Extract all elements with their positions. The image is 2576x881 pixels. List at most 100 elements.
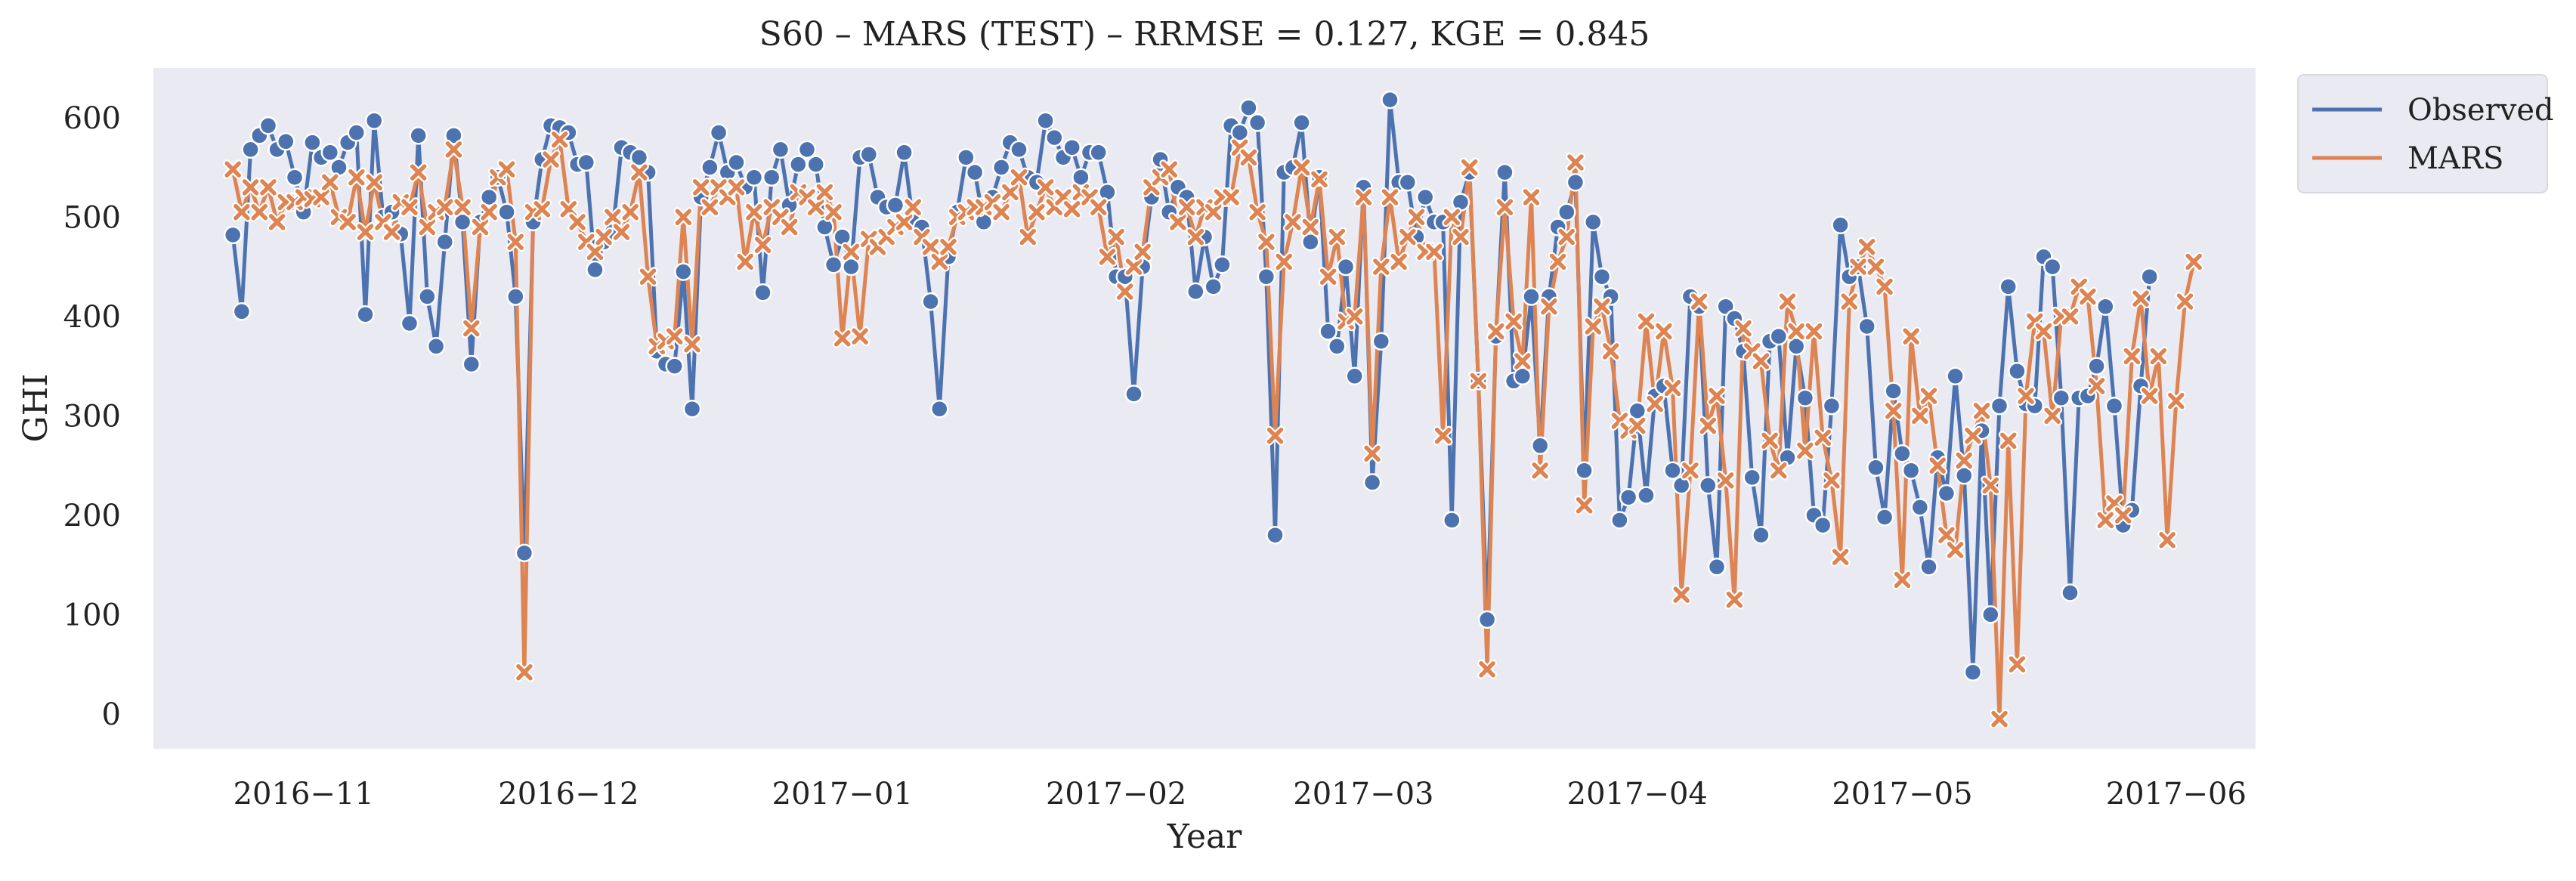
data-point-mars xyxy=(611,222,632,243)
data-point-mars xyxy=(806,197,826,218)
data-point-mars xyxy=(1671,585,1692,605)
data-point-mars xyxy=(779,217,799,237)
data-point-observed xyxy=(2043,257,2062,277)
data-point-observed xyxy=(1707,558,1727,577)
data-point-observed xyxy=(400,314,419,333)
data-point-observed xyxy=(682,399,702,419)
data-point-observed xyxy=(479,187,499,207)
data-point-mars xyxy=(1442,207,1462,227)
data-point-mars xyxy=(1662,378,1683,398)
data-point-observed xyxy=(1769,326,1789,346)
data-point-observed xyxy=(2052,388,2071,407)
data-point-mars xyxy=(620,202,641,222)
data-point-mars xyxy=(461,318,481,338)
data-point-mars xyxy=(1627,416,1647,436)
data-point-mars xyxy=(1653,321,1674,342)
data-point-mars xyxy=(1945,539,1965,560)
data-point-mars xyxy=(2033,321,2054,342)
data-point-mars xyxy=(1009,167,1029,187)
data-point-mars xyxy=(903,197,923,218)
data-point-observed xyxy=(1072,168,1090,187)
data-point-observed xyxy=(744,168,764,187)
data-point-observed xyxy=(674,262,693,281)
series-markers xyxy=(223,90,2204,729)
data-point-mars xyxy=(2060,306,2080,326)
data-point-observed xyxy=(1866,458,1885,478)
data-point-observed xyxy=(2104,396,2124,416)
data-point-observed xyxy=(1371,332,1391,351)
data-point-observed xyxy=(771,140,790,159)
data-point-observed xyxy=(797,140,817,159)
data-point-mars xyxy=(320,172,340,193)
data-point-mars xyxy=(1274,252,1294,272)
data-point-mars xyxy=(1477,659,1498,679)
y-axis-label: GHI xyxy=(17,374,55,443)
data-point-mars xyxy=(726,177,747,197)
data-point-mars xyxy=(364,172,385,193)
y-tick-label: 100 xyxy=(63,598,121,632)
data-point-mars xyxy=(1928,456,1948,476)
data-point-mars xyxy=(1450,227,1470,247)
x-tick-label: 2016−12 xyxy=(498,777,639,811)
data-point-mars xyxy=(1512,351,1532,372)
data-point-mars xyxy=(673,207,694,227)
data-point-mars xyxy=(1186,227,1206,247)
data-point-mars xyxy=(434,197,455,218)
data-point-mars xyxy=(1406,207,1427,227)
data-point-mars xyxy=(1804,321,1824,342)
data-point-observed xyxy=(1671,476,1691,495)
data-point-observed xyxy=(753,283,772,302)
y-tick-label: 600 xyxy=(63,101,121,136)
data-point-observed xyxy=(2061,583,2080,602)
data-point-observed xyxy=(347,123,366,142)
data-point-observed xyxy=(426,337,446,356)
data-point-observed xyxy=(329,158,348,177)
data-point-observed xyxy=(515,543,534,563)
data-point-observed xyxy=(1530,436,1550,456)
data-point-mars xyxy=(338,212,358,232)
data-point-mars xyxy=(1636,311,1656,332)
data-point-mars xyxy=(1689,292,1709,312)
x-tick-label: 2017−06 xyxy=(2106,777,2247,811)
data-point-mars xyxy=(1883,400,1903,421)
legend-label-observed: Observed xyxy=(2407,93,2554,128)
data-point-mars xyxy=(850,326,871,347)
data-point-mars xyxy=(1026,202,1047,222)
x-axis-label: Year xyxy=(1167,818,1242,856)
data-point-observed xyxy=(1362,473,1382,492)
data-point-mars xyxy=(1521,187,1542,207)
data-point-mars xyxy=(532,199,552,219)
y-tick-label: 500 xyxy=(63,200,121,235)
data-point-mars xyxy=(2095,510,2116,530)
data-point-observed xyxy=(1230,123,1250,142)
data-point-mars xyxy=(1203,202,1223,222)
data-point-mars xyxy=(1698,416,1718,436)
data-point-mars xyxy=(249,202,270,222)
x-tick-label: 2017−01 xyxy=(772,777,913,811)
data-point-observed xyxy=(842,257,861,277)
data-point-mars xyxy=(355,222,376,243)
data-point-observed xyxy=(1098,183,1117,202)
data-point-mars xyxy=(223,159,243,180)
data-point-mars xyxy=(1839,292,1860,312)
data-point-observed xyxy=(1999,277,2018,296)
data-point-mars xyxy=(1486,321,1506,342)
data-point-observed xyxy=(1124,385,1143,403)
data-point-observed xyxy=(1566,173,1585,192)
data-point-observed xyxy=(320,143,340,162)
data-point-mars xyxy=(939,236,959,257)
data-point-mars xyxy=(1468,371,1489,391)
data-point-observed xyxy=(824,255,843,274)
data-point-observed xyxy=(462,354,481,374)
data-point-observed xyxy=(303,133,322,152)
data-point-mars xyxy=(1574,495,1594,515)
data-point-observed xyxy=(2087,357,2106,376)
data-point-mars xyxy=(1742,341,1762,361)
data-point-mars xyxy=(231,202,252,222)
data-point-mars xyxy=(1159,159,1180,180)
data-point-observed xyxy=(1963,663,1983,682)
data-point-mars xyxy=(2007,654,2027,675)
data-point-mars xyxy=(815,182,835,202)
data-point-mars xyxy=(1998,431,2018,451)
data-point-observed xyxy=(223,225,243,245)
